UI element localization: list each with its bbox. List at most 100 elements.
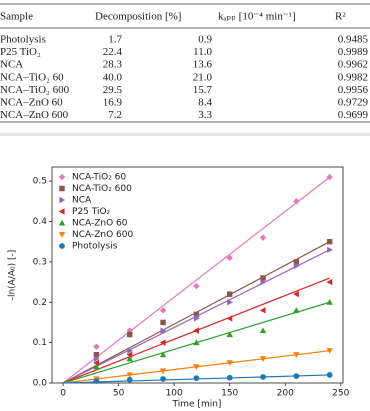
marker xyxy=(259,327,267,334)
marker xyxy=(58,208,65,215)
marker xyxy=(93,352,100,358)
marker xyxy=(226,331,233,338)
table-cell: 0.9956 xyxy=(338,84,369,96)
marker xyxy=(160,376,166,382)
marker xyxy=(226,360,233,367)
marker xyxy=(160,319,166,326)
marker xyxy=(193,364,200,371)
legend-label: P25 TiO₂ xyxy=(72,207,111,217)
marker xyxy=(193,327,199,334)
fit-line xyxy=(62,176,331,384)
marker xyxy=(293,259,300,265)
x-tick-label: 200 xyxy=(277,389,294,399)
marker xyxy=(293,262,300,270)
table-header: Decomposition [%] xyxy=(95,11,181,23)
legend-label: NCA-ZnO 600 xyxy=(72,230,133,240)
marker xyxy=(326,278,333,286)
marker xyxy=(193,375,200,382)
marker xyxy=(293,290,299,298)
marker xyxy=(226,254,233,262)
table-cell: 0.9989 xyxy=(338,46,369,58)
marker xyxy=(126,372,133,379)
marker xyxy=(127,347,133,354)
table-cell: NCA–ZnO 600 xyxy=(0,109,69,121)
marker xyxy=(159,368,167,375)
marker xyxy=(59,196,66,204)
marker xyxy=(159,307,167,314)
marker xyxy=(93,343,100,350)
table-cell: 11.0 xyxy=(193,46,212,58)
marker xyxy=(260,278,267,286)
marker xyxy=(326,173,333,181)
y-tick-label: 0.4 xyxy=(33,217,48,227)
marker xyxy=(259,356,267,362)
x-tick-label: 0 xyxy=(60,389,66,399)
marker xyxy=(59,185,65,192)
marker xyxy=(193,339,200,346)
marker xyxy=(259,307,266,314)
table-cell: 15.7 xyxy=(193,84,213,96)
legend-label: Photolysis xyxy=(72,242,118,252)
table-cell: 8.4 xyxy=(198,97,212,109)
table-cell: NCA–TiO₂ 600 xyxy=(0,84,70,96)
table-cell: 28.3 xyxy=(103,59,123,71)
table-cell: P25 TiO₂ xyxy=(0,46,41,58)
y-tick-label: 0.2 xyxy=(33,298,47,308)
table-cell: 29.5 xyxy=(103,84,123,96)
marker xyxy=(327,246,333,253)
marker xyxy=(59,243,65,249)
table-cell: 0.9962 xyxy=(338,59,368,71)
marker xyxy=(226,374,233,381)
marker xyxy=(293,373,300,380)
table-cell: Photolysis xyxy=(0,34,46,46)
fit-line xyxy=(62,249,330,384)
y-tick-label: 0.3 xyxy=(33,257,47,267)
legend-label: NCA-ZnO 60 xyxy=(72,219,128,229)
marker xyxy=(93,363,100,370)
x-axis-label: Time [min] xyxy=(172,400,222,410)
separator xyxy=(0,133,370,136)
marker xyxy=(226,315,233,322)
legend-label: NCA xyxy=(72,196,92,206)
y-tick-label: 0.5 xyxy=(33,177,47,187)
marker xyxy=(126,351,133,358)
table-cell: 22.4 xyxy=(103,46,123,58)
table-header: R² xyxy=(335,11,346,23)
marker xyxy=(127,331,133,338)
marker xyxy=(193,282,200,290)
table-cell: 0.9 xyxy=(198,34,212,46)
marker xyxy=(226,291,233,297)
marker xyxy=(93,359,99,367)
marker xyxy=(193,315,200,322)
table-cell: NCA–TiO₂ 60 xyxy=(0,71,64,83)
table-cell: 16.9 xyxy=(103,97,123,109)
marker xyxy=(93,378,100,384)
table-cell: 3.3 xyxy=(198,109,212,121)
x-tick-label: 100 xyxy=(166,389,183,399)
table-cell: NCA–ZnO 60 xyxy=(0,97,63,109)
legend-label: NCA-TiO₂ 600 xyxy=(72,184,132,194)
table-cell: 0.9729 xyxy=(338,97,369,109)
marker xyxy=(58,173,66,181)
table-cell: 0.9982 xyxy=(338,71,368,83)
legend-label: NCA-TiO₂ 60 xyxy=(72,173,126,183)
table-cell: 0.9485 xyxy=(338,34,369,46)
y-tick-label: 0.1 xyxy=(33,338,47,348)
table-cell: NCA xyxy=(0,59,23,71)
plot-frame xyxy=(51,166,344,384)
marker xyxy=(159,339,166,346)
marker xyxy=(58,219,66,226)
marker xyxy=(326,372,333,378)
table-cell: 0.9699 xyxy=(338,109,369,121)
marker xyxy=(260,275,266,281)
table-cell: 13.6 xyxy=(193,59,213,71)
table-cell: 1.7 xyxy=(108,34,122,46)
y-axis-label: -ln(A/A₀) [-] xyxy=(8,250,18,301)
y-tick-label: 0.0 xyxy=(33,379,48,389)
table-header: kₐₚₚ [10⁻⁴ min⁻¹] xyxy=(218,11,296,23)
marker xyxy=(126,355,133,362)
marker xyxy=(260,374,266,380)
marker xyxy=(160,327,167,334)
